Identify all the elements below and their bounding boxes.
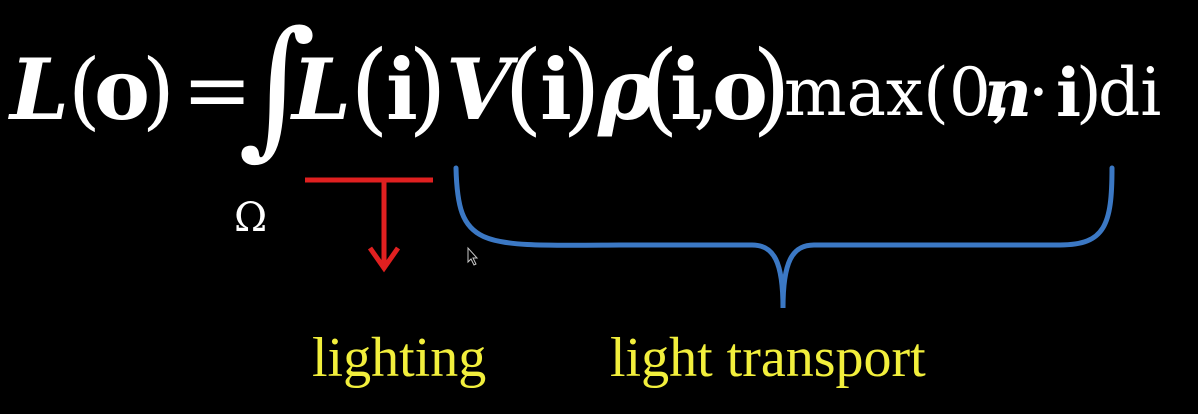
brdf-close-paren: ) (752, 29, 792, 146)
incoming-radiance-open-paren: ( (350, 29, 390, 146)
brdf-incoming-arg: i (670, 40, 702, 139)
brdf-outgoing-arg: o (712, 40, 769, 139)
lhs-outgoing-direction: o (94, 40, 151, 139)
lighting-arrow-head (367, 246, 401, 273)
brdf-symbol: ρ (598, 40, 654, 139)
light-transport-brace (453, 165, 1115, 309)
cosine-term-close-paren: ) (1076, 54, 1102, 131)
lighting-marker (305, 177, 433, 273)
cosine-term-direction: i (1056, 54, 1082, 132)
light-transport-label: light transport (610, 327, 926, 389)
visibility-symbol: V (446, 40, 512, 139)
lhs-close-paren: ) (142, 41, 175, 139)
brdf-open-paren: ( (640, 29, 680, 146)
visibility-close-paren: ) (562, 29, 602, 146)
integral-sign: ∫ (238, 0, 317, 174)
visibility-open-paren: ( (504, 29, 544, 146)
rendering-equation: L ( o ) = ∫ L ( i ) V ( i ) ρ ( i , o ) … (0, 0, 1198, 238)
dot-product-operator: · (1028, 54, 1049, 131)
differential-term: di (1098, 54, 1162, 131)
lighting-label: lighting (312, 327, 487, 389)
cosine-term-max-open: max(0, (784, 54, 1012, 131)
mouse-pointer-icon (467, 246, 479, 266)
incoming-radiance-close-paren: ) (408, 29, 448, 146)
lhs-radiance-symbol: L (10, 40, 70, 139)
incoming-radiance-symbol: L (292, 40, 352, 139)
brdf-comma: , (693, 41, 720, 139)
lhs-open-paren: ( (68, 41, 101, 139)
equals-sign: = (182, 41, 253, 139)
surface-normal-symbol: n (984, 54, 1032, 132)
integration-domain-hemisphere: Ω (234, 195, 268, 241)
visibility-direction-arg: i (540, 40, 572, 139)
incoming-direction-arg: i (386, 40, 418, 139)
